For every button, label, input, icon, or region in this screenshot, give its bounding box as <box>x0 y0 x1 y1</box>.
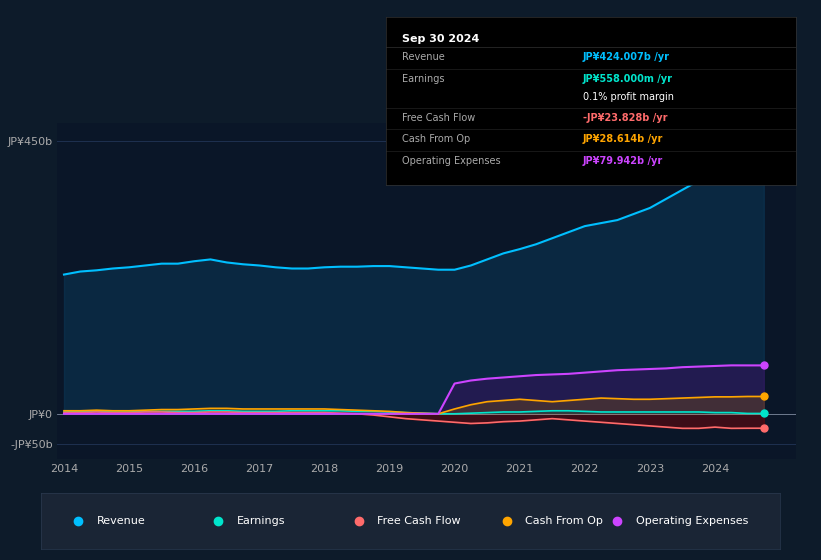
Text: Revenue: Revenue <box>97 516 145 526</box>
Text: JP¥28.614b /yr: JP¥28.614b /yr <box>583 134 663 144</box>
Text: JP¥79.942b /yr: JP¥79.942b /yr <box>583 156 663 166</box>
Text: Sep 30 2024: Sep 30 2024 <box>402 34 479 44</box>
Text: Free Cash Flow: Free Cash Flow <box>378 516 461 526</box>
Text: Earnings: Earnings <box>237 516 286 526</box>
Text: Cash From Op: Cash From Op <box>402 134 470 144</box>
Text: Operating Expenses: Operating Expenses <box>636 516 748 526</box>
Text: JP¥424.007b /yr: JP¥424.007b /yr <box>583 52 670 62</box>
Text: Cash From Op: Cash From Op <box>525 516 603 526</box>
Text: 0.1% profit margin: 0.1% profit margin <box>583 92 674 102</box>
Text: Revenue: Revenue <box>402 52 445 62</box>
Text: JP¥558.000m /yr: JP¥558.000m /yr <box>583 74 673 84</box>
Text: -JP¥23.828b /yr: -JP¥23.828b /yr <box>583 113 667 123</box>
Text: Operating Expenses: Operating Expenses <box>402 156 501 166</box>
Text: Earnings: Earnings <box>402 74 445 84</box>
Text: Free Cash Flow: Free Cash Flow <box>402 113 475 123</box>
